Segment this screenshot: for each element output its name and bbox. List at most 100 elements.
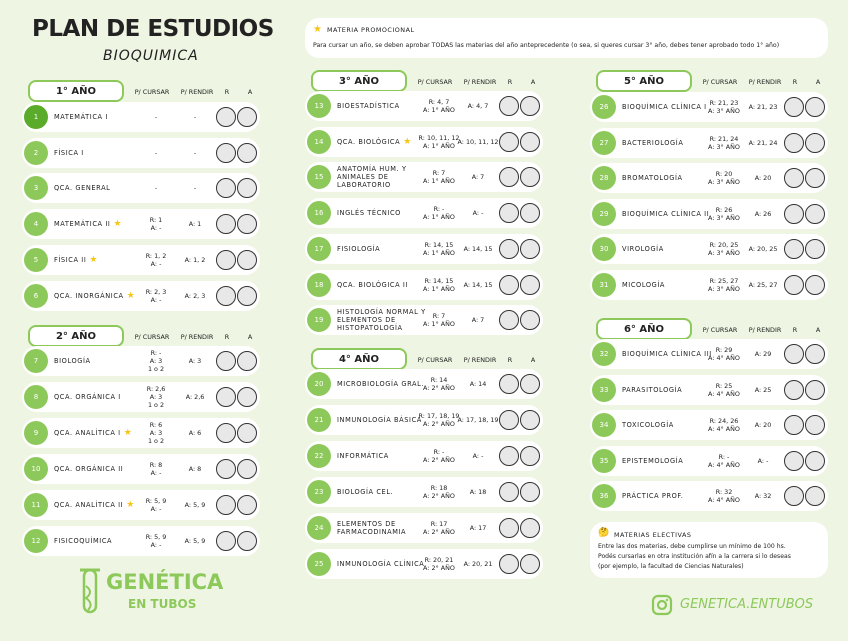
aprobada-checkbox[interactable] (520, 554, 540, 574)
regular-checkbox[interactable] (499, 131, 519, 152)
aprobada-checkbox[interactable] (237, 531, 257, 551)
rendir-requirement: A: 6 (188, 429, 202, 437)
cursar-line: A: 3° AÑO (708, 178, 740, 186)
subject-name-text: FÍSICA I (54, 148, 84, 157)
cursar-requirements: R: 8 A: - (128, 454, 184, 484)
column-header: A (530, 356, 536, 364)
regular-checkbox[interactable] (499, 167, 519, 188)
aprobada-checkbox[interactable] (805, 274, 825, 295)
year-title: 1° AÑO (28, 80, 124, 102)
subject-row: 10 QCA. ORGÁNICA II R: 8 A: - A: 8 (22, 454, 260, 484)
instagram: GENETICA.ENTUBOS (680, 597, 814, 612)
aprobada-checkbox[interactable] (520, 274, 540, 295)
regular-checkbox[interactable] (784, 274, 804, 295)
aprobada-checkbox[interactable] (805, 132, 825, 153)
aprobada-checkbox[interactable] (805, 344, 825, 364)
aprobada-checkbox[interactable] (237, 249, 257, 270)
regular-checkbox[interactable] (499, 310, 519, 331)
regular-checkbox[interactable] (216, 249, 236, 270)
subject-row: 13 BIOESTADÍSTICA R: 4, 7 A: 1° AÑO A: 4, 7 (305, 91, 543, 121)
regular-checkbox[interactable] (216, 178, 236, 199)
cursar-requirements: - (128, 102, 184, 132)
regular-checkbox[interactable] (216, 459, 236, 479)
regular-checkbox[interactable] (499, 518, 519, 538)
aprobada-checkbox[interactable] (805, 379, 825, 400)
regular-checkbox[interactable] (499, 96, 519, 116)
regular-checkbox[interactable] (784, 379, 804, 400)
aprobada-checkbox[interactable] (805, 239, 825, 259)
aprobada-checkbox[interactable] (520, 96, 540, 116)
aprobada-checkbox[interactable] (237, 351, 257, 371)
cursar-requirements: R: 4, 7 A: 1° AÑO (411, 91, 467, 121)
regular-checkbox[interactable] (784, 203, 804, 224)
aprobada-checkbox[interactable] (237, 459, 257, 479)
regular-checkbox[interactable] (499, 238, 519, 259)
aprobada-checkbox[interactable] (520, 238, 540, 259)
cursar-line: A: 1° AÑO (423, 284, 455, 293)
subject-name-text: FÍSICA II (54, 255, 87, 264)
regular-checkbox[interactable] (784, 450, 804, 471)
regular-checkbox[interactable] (216, 531, 236, 551)
legend-label: MATERIA PROMOCIONAL (327, 26, 415, 34)
aprobada-checkbox[interactable] (520, 518, 540, 538)
cursar-requirements: R: 1 A: - (128, 209, 184, 239)
aprobada-checkbox[interactable] (520, 374, 540, 394)
regular-checkbox[interactable] (499, 482, 519, 502)
aprobada-checkbox[interactable] (520, 446, 540, 466)
aprobada-checkbox[interactable] (520, 167, 540, 188)
cursar-requirements: R: 20, 21 A: 2° AÑO (411, 549, 467, 579)
regular-checkbox[interactable] (784, 97, 804, 117)
regular-checkbox[interactable] (216, 351, 236, 371)
regular-checkbox[interactable] (784, 486, 804, 506)
aprobada-checkbox[interactable] (805, 486, 825, 506)
regular-checkbox[interactable] (499, 203, 519, 224)
regular-checkbox[interactable] (499, 274, 519, 295)
aprobada-checkbox[interactable] (237, 285, 257, 306)
cursar-requirements: R: 7 A: 1° AÑO (411, 162, 467, 192)
aprobada-checkbox[interactable] (805, 168, 825, 188)
subject-row: 16 INGLÉS TÉCNICO R: - A: 1° AÑO A: - (305, 198, 543, 229)
aprobada-checkbox[interactable] (805, 450, 825, 471)
subject-name-text: ELEMENTOS DE FARMACODINAMIA (337, 520, 407, 536)
regular-checkbox[interactable] (216, 142, 236, 163)
aprobada-checkbox[interactable] (237, 423, 257, 443)
regular-checkbox[interactable] (499, 446, 519, 466)
regular-checkbox[interactable] (499, 410, 519, 430)
aprobada-checkbox[interactable] (520, 131, 540, 152)
subject-row: 1 MATEMÁTICA I - - (22, 102, 260, 132)
cursar-line: A: 3° AÑO (708, 284, 740, 293)
regular-checkbox[interactable] (216, 285, 236, 306)
subject-row: 17 FISIOLOGÍA R: 14, 15 A: 1° AÑO A: 14, 15 (305, 233, 543, 264)
aprobada-checkbox[interactable] (520, 310, 540, 331)
regular-checkbox[interactable] (784, 344, 804, 364)
regular-checkbox[interactable] (784, 239, 804, 259)
regular-checkbox[interactable] (499, 554, 519, 574)
cursar-requirements: R: - A: 4° AÑO (696, 446, 752, 476)
regular-checkbox[interactable] (216, 214, 236, 235)
aprobada-checkbox[interactable] (237, 178, 257, 199)
aprobada-checkbox[interactable] (237, 107, 257, 127)
cursar-requirements: - (128, 138, 184, 168)
regular-checkbox[interactable] (216, 423, 236, 443)
aprobada-checkbox[interactable] (805, 97, 825, 117)
aprobada-checkbox[interactable] (237, 142, 257, 163)
regular-checkbox[interactable] (216, 387, 236, 407)
subject-name-text: PRÁCTICA PROF. (622, 492, 684, 500)
aprobada-checkbox[interactable] (237, 214, 257, 235)
aprobada-checkbox[interactable] (520, 410, 540, 430)
aprobada-checkbox[interactable] (520, 482, 540, 502)
regular-checkbox[interactable] (784, 415, 804, 435)
regular-checkbox[interactable] (216, 495, 236, 515)
regular-checkbox[interactable] (499, 374, 519, 394)
aprobada-checkbox[interactable] (805, 203, 825, 224)
aprobada-checkbox[interactable] (237, 387, 257, 407)
aprobada-checkbox[interactable] (805, 415, 825, 435)
aprobada-checkbox[interactable] (520, 203, 540, 224)
regular-checkbox[interactable] (216, 107, 236, 127)
cursar-requirements: R: 10, 11, 12 A: 1° AÑO (411, 127, 467, 157)
subject-row: 31 MICOLOGÍA R: 25, 27 A: 3° AÑO A: 25, 27 (590, 269, 828, 300)
subject-number: 31 (592, 272, 616, 297)
regular-checkbox[interactable] (784, 132, 804, 153)
regular-checkbox[interactable] (784, 168, 804, 188)
aprobada-checkbox[interactable] (237, 495, 257, 515)
